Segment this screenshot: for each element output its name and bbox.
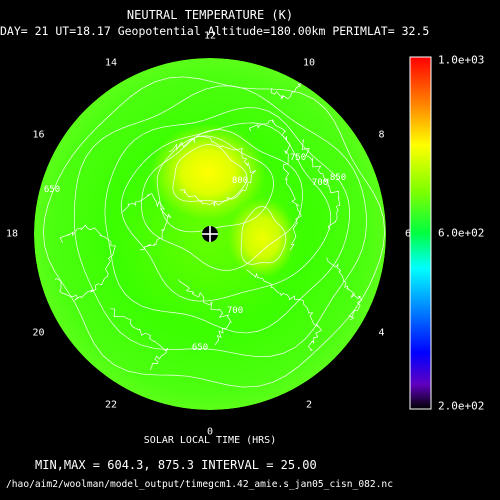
secondary-warm-region [228,198,296,278]
coastline [122,193,172,251]
file-path-text: /hao/aim2/woolman/model_output/timegcm1.… [6,479,393,490]
coastline [270,79,306,100]
hour-label-2: 2 [305,399,313,411]
hour-label-8: 8 [378,129,385,141]
contour-label: 650 [44,185,60,195]
chart-title: NEUTRAL TEMPERATURE (K) [126,8,294,22]
x-axis-label: SOLAR LOCAL TIME (HRS) [143,435,277,446]
hour-label-14: 14 [104,57,118,69]
chart-subtitle: DAY= 21 UT=18.17 Geopotential Altitude=1… [0,24,430,38]
hour-label-6: 6 [404,228,412,240]
coastline [326,257,363,321]
colorbar-frame [409,56,432,410]
contour-label: 750 [290,153,306,163]
hour-label-4: 4 [378,327,385,339]
contour-label: 850 [330,173,346,183]
coastline [246,269,323,351]
hour-label-22: 22 [104,399,118,411]
coastline [248,119,302,251]
coastline [301,139,341,231]
hour-label-20: 20 [32,327,45,339]
contour-line [120,122,332,302]
contour-line [42,76,386,388]
pole-marker [202,226,218,242]
colorbar-tick-label: 6.0e+02 [438,226,485,240]
contour-line [240,206,287,265]
contour-line [73,85,367,358]
min-max-interval-text: MIN,MAX = 604.3, 875.3 INTERVAL = 25.00 [35,458,317,472]
hour-label-10: 10 [302,57,316,69]
colorbar-tick-label: 1.0e+03 [438,53,485,67]
contour-label: 800 [232,176,248,186]
contour-labels: 650 650 700 700 750 800 850 [44,153,346,353]
hour-label-18: 18 [5,228,19,240]
hour-label-16: 16 [32,129,45,141]
coastline [54,224,116,301]
colorbar [410,57,431,409]
contour-label: 700 [312,178,328,188]
max-temperature-region [150,124,266,220]
coastline [110,308,169,371]
contour-line [104,107,351,334]
temperature-contours [42,76,386,388]
continent-outlines [54,79,363,371]
contour-line [156,135,274,233]
coastline [178,279,232,346]
contour-label: 700 [227,306,243,316]
colorbar-tick-label: 2.0e+02 [438,399,485,413]
hour-label-0: 0 [206,426,214,438]
coastline [168,135,256,207]
contour-label: 650 [192,343,208,353]
hour-label-12: 12 [203,30,217,42]
